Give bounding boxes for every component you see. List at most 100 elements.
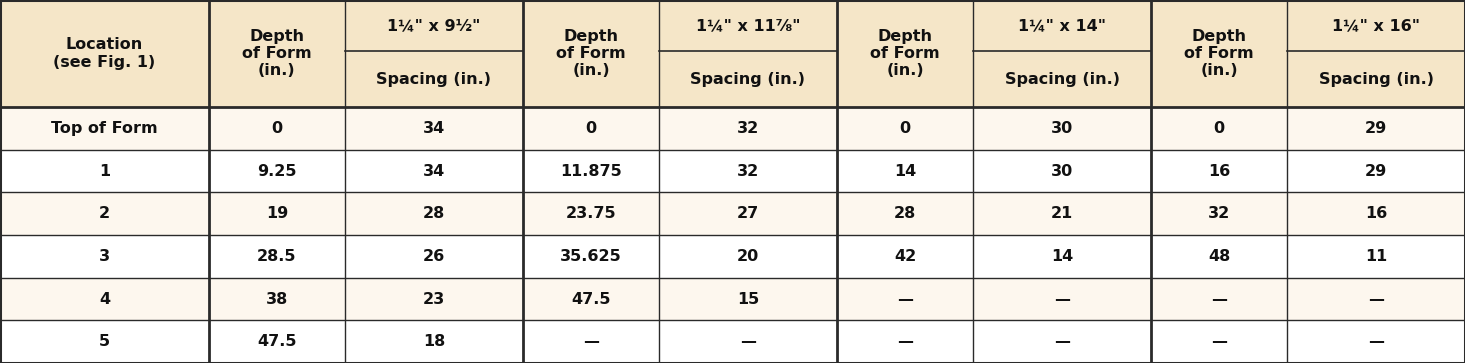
Text: 11: 11 (1365, 249, 1387, 264)
Text: 23.75: 23.75 (565, 206, 617, 221)
Bar (973, 278, 1151, 320)
Text: 14: 14 (894, 164, 916, 179)
Text: Depth
of Form
(in.): Depth of Form (in.) (557, 29, 626, 78)
Bar (837, 0, 973, 107)
Text: Spacing (in.): Spacing (in.) (690, 72, 806, 87)
Text: 28: 28 (423, 206, 445, 221)
Bar (837, 150, 973, 192)
Bar (0, 0, 209, 107)
Text: —: — (897, 291, 913, 306)
Text: 23: 23 (423, 291, 445, 306)
Bar (0, 320, 209, 363)
Text: 0: 0 (271, 121, 283, 136)
Text: 28: 28 (894, 206, 916, 221)
Bar (659, 107, 837, 150)
Bar (837, 278, 973, 320)
Text: 0: 0 (900, 121, 911, 136)
Text: —: — (1368, 291, 1384, 306)
Text: 2: 2 (98, 206, 110, 221)
Text: 14: 14 (1050, 249, 1074, 264)
Text: 32: 32 (737, 121, 759, 136)
Bar (1288, 278, 1465, 320)
Bar (973, 320, 1151, 363)
Text: —: — (1053, 291, 1069, 306)
Bar (973, 107, 1151, 150)
Text: 34: 34 (423, 121, 445, 136)
Bar (344, 278, 523, 320)
Bar (973, 192, 1151, 235)
Bar (1288, 320, 1465, 363)
Bar (523, 0, 659, 107)
Bar (1288, 235, 1465, 278)
Text: 34: 34 (423, 164, 445, 179)
Bar (973, 150, 1151, 192)
Bar (659, 150, 837, 192)
Text: 27: 27 (737, 206, 759, 221)
Bar (344, 235, 523, 278)
Bar (837, 235, 973, 278)
Bar (523, 278, 659, 320)
Bar (1288, 107, 1465, 150)
Text: 4: 4 (98, 291, 110, 306)
Text: 35.625: 35.625 (560, 249, 621, 264)
Bar (209, 320, 344, 363)
Text: 21: 21 (1050, 206, 1074, 221)
Bar (209, 0, 344, 107)
Text: 29: 29 (1365, 121, 1387, 136)
Text: 32: 32 (737, 164, 759, 179)
Text: 1¼" x 16": 1¼" x 16" (1332, 18, 1420, 33)
Text: Depth
of Form
(in.): Depth of Form (in.) (1184, 29, 1254, 78)
Bar (973, 0, 1151, 107)
Bar (837, 192, 973, 235)
Bar (344, 150, 523, 192)
Bar (1151, 192, 1288, 235)
Bar (659, 320, 837, 363)
Text: 26: 26 (423, 249, 445, 264)
Text: 18: 18 (423, 334, 445, 349)
Text: 0: 0 (1213, 121, 1225, 136)
Bar (523, 107, 659, 150)
Text: 19: 19 (265, 206, 289, 221)
Text: Spacing (in.): Spacing (in.) (1005, 72, 1119, 87)
Bar (209, 235, 344, 278)
Bar (1151, 150, 1288, 192)
Bar (1288, 0, 1465, 107)
Text: Location
(see Fig. 1): Location (see Fig. 1) (53, 37, 155, 70)
Text: 47.5: 47.5 (571, 291, 611, 306)
Text: Depth
of Form
(in.): Depth of Form (in.) (242, 29, 312, 78)
Bar (837, 107, 973, 150)
Bar (0, 235, 209, 278)
Text: 42: 42 (894, 249, 916, 264)
Text: 5: 5 (98, 334, 110, 349)
Bar (1151, 235, 1288, 278)
Bar (344, 0, 523, 107)
Text: 32: 32 (1209, 206, 1231, 221)
Bar (1288, 192, 1465, 235)
Text: 9.25: 9.25 (258, 164, 296, 179)
Bar (344, 192, 523, 235)
Text: 1¼" x 14": 1¼" x 14" (1018, 18, 1106, 33)
Bar (209, 192, 344, 235)
Bar (0, 150, 209, 192)
Bar (973, 235, 1151, 278)
Text: —: — (1212, 334, 1228, 349)
Text: 1¼" x 9½": 1¼" x 9½" (387, 18, 481, 33)
Bar (209, 150, 344, 192)
Text: 1: 1 (98, 164, 110, 179)
Bar (209, 107, 344, 150)
Text: 16: 16 (1209, 164, 1231, 179)
Text: —: — (1053, 334, 1069, 349)
Bar (344, 320, 523, 363)
Text: 3: 3 (98, 249, 110, 264)
Text: 16: 16 (1365, 206, 1387, 221)
Text: —: — (583, 334, 599, 349)
Text: Top of Form: Top of Form (51, 121, 158, 136)
Text: 48: 48 (1209, 249, 1231, 264)
Text: 28.5: 28.5 (258, 249, 296, 264)
Bar (0, 192, 209, 235)
Bar (523, 320, 659, 363)
Text: 38: 38 (265, 291, 289, 306)
Bar (659, 235, 837, 278)
Bar (837, 320, 973, 363)
Bar (0, 107, 209, 150)
